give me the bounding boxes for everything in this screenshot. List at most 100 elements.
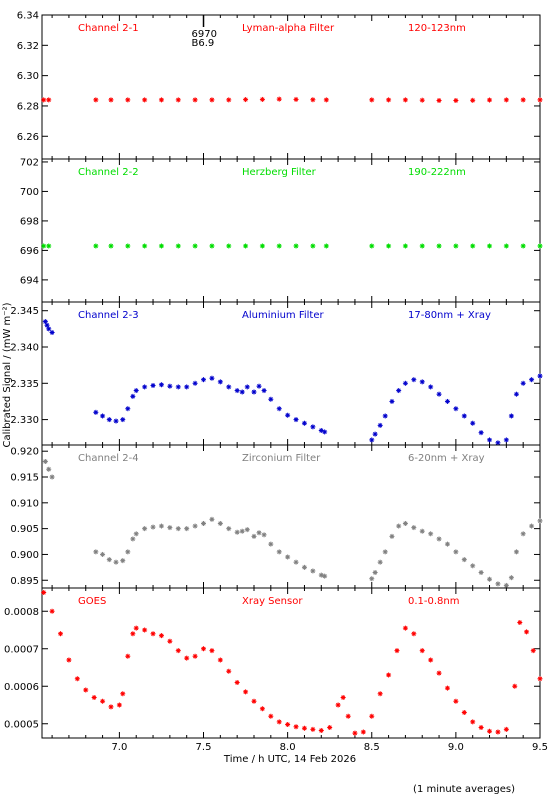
data-point	[369, 576, 375, 582]
data-point	[386, 97, 392, 103]
data-point	[192, 653, 198, 659]
data-point	[461, 413, 467, 419]
data-point	[259, 96, 265, 102]
data-point	[537, 373, 543, 379]
data-point	[461, 710, 467, 715]
data-point	[93, 97, 99, 103]
panel-label-3: 17-80nm + Xray	[408, 310, 491, 321]
data-point	[125, 549, 131, 555]
data-point	[108, 243, 114, 249]
panel-2: 694 696 698 700 702 Channel 2-2 Herzberg Filte…	[20, 157, 543, 303]
data-point	[133, 625, 139, 631]
y-tick-label: 0.900	[10, 550, 39, 561]
data-point	[478, 725, 484, 730]
data-point	[419, 528, 425, 534]
data-point	[142, 526, 148, 532]
data-point	[537, 676, 543, 682]
data-point	[377, 422, 383, 428]
data-point	[261, 388, 267, 394]
panel-label-1: Channel 2-1	[78, 23, 139, 34]
x-tick-label: 9.5	[532, 742, 548, 753]
data-point	[142, 384, 148, 390]
data-point	[49, 329, 55, 335]
data-point	[244, 527, 250, 533]
y-tick-label: 0.0007	[4, 644, 39, 655]
x-axis-title: Time / h UTC, 14 Feb 2026	[223, 754, 356, 765]
panel-label-3: 6-20nm + Xray	[408, 453, 485, 464]
data-point	[345, 713, 351, 719]
data-point	[529, 523, 535, 529]
y-tick-label: 698	[20, 216, 39, 227]
data-point	[530, 648, 536, 654]
data-point	[293, 559, 299, 565]
y-tick-label: 2.345	[10, 306, 39, 317]
panel-label-1: GOES	[78, 596, 106, 607]
x-tick-label: 9.0	[448, 742, 464, 753]
data-point	[453, 549, 459, 555]
panel-label-3: 120-123nm	[408, 23, 466, 34]
data-point	[42, 459, 48, 465]
y-tick-label: 6.32	[17, 41, 39, 52]
x-axis-tick-labels: 7.0 7.5 8.0 8.5 9.0 9.5	[111, 742, 548, 753]
data-point	[142, 627, 148, 633]
data-point	[226, 668, 232, 674]
panel-label-2: Aluminium Filter	[242, 310, 325, 321]
data-point	[83, 687, 89, 693]
panel-4: 0.895 0.900 0.905 0.910 0.915 0.920 Channel 2-…	[10, 444, 543, 589]
data-point	[192, 97, 198, 103]
y-tick-label: 0.920	[10, 447, 39, 458]
data-point	[243, 97, 249, 103]
data-point	[276, 406, 282, 412]
annotation-label: 6970	[192, 29, 217, 40]
data-point	[402, 520, 408, 526]
data-point	[41, 97, 47, 103]
data-point	[251, 389, 257, 395]
data-point	[352, 730, 358, 736]
data-point	[142, 97, 148, 103]
x-tick-label: 8.0	[280, 742, 296, 753]
data-point	[217, 657, 223, 663]
data-point	[444, 685, 450, 691]
data-point	[285, 554, 291, 560]
data-point	[508, 413, 514, 419]
data-point	[239, 528, 245, 534]
data-point	[226, 526, 232, 532]
panel-label-1: Channel 2-3	[78, 310, 139, 321]
panel-frame	[41, 301, 541, 446]
data-point	[513, 549, 519, 555]
data-point	[508, 575, 514, 581]
data-point	[243, 243, 249, 249]
data-point	[125, 97, 131, 103]
data-point	[389, 533, 395, 539]
y-tick-label: 2.330	[10, 415, 39, 426]
data-point	[130, 631, 136, 637]
data-point	[167, 525, 173, 531]
data-point	[461, 557, 467, 563]
data-point	[495, 581, 501, 587]
data-point	[106, 417, 112, 423]
data-point	[226, 243, 232, 249]
data-point	[301, 725, 307, 731]
data-point	[470, 420, 476, 426]
data-point	[301, 564, 307, 570]
x-tick-label: 8.5	[364, 742, 380, 753]
data-point	[93, 549, 99, 555]
data-point	[120, 558, 126, 564]
y-tick-label: 2.340	[10, 343, 39, 354]
data-point	[503, 726, 509, 732]
data-point	[524, 629, 530, 635]
footnote: (1 minute averages)	[413, 784, 515, 795]
data-point	[261, 532, 267, 538]
data-point	[495, 440, 501, 446]
data-point	[487, 243, 493, 249]
data-point	[209, 97, 215, 103]
data-point	[428, 384, 434, 390]
panel-label-3: 190-222nm	[408, 167, 466, 178]
data-point	[470, 97, 476, 103]
data-point	[133, 388, 139, 394]
data-point	[175, 526, 181, 532]
data-point	[130, 393, 136, 399]
data-point	[394, 648, 400, 654]
data-point	[537, 518, 543, 524]
data-point	[167, 638, 173, 644]
